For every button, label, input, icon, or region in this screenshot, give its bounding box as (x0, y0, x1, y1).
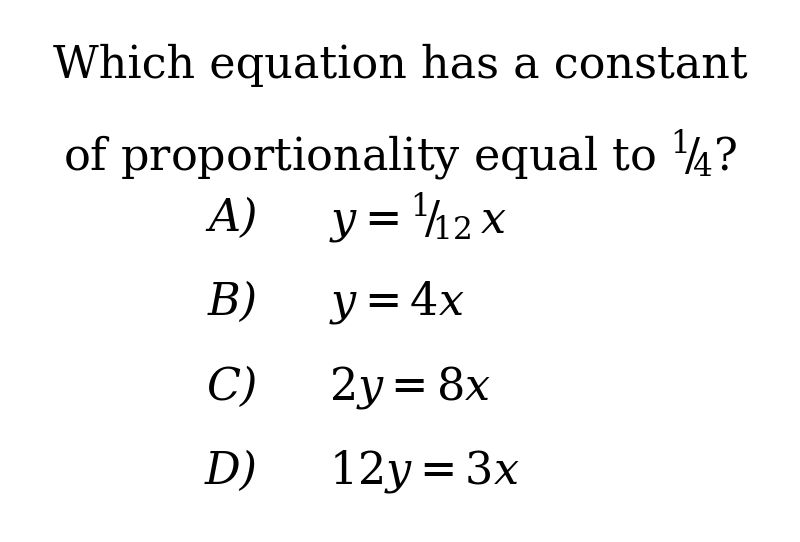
Text: A): A) (208, 197, 258, 240)
Text: C): C) (206, 366, 258, 409)
Text: D): D) (205, 450, 258, 493)
Text: of proportionality equal to $\mathdefault{^1\!/\!_4}$?: of proportionality equal to $\mathdefaul… (62, 128, 738, 182)
Text: B): B) (207, 281, 258, 324)
Text: $y = \mathdefault{^1\!/\!_{12}}\,x$: $y = \mathdefault{^1\!/\!_{12}}\,x$ (329, 191, 506, 245)
Text: $12y = 3x$: $12y = 3x$ (329, 448, 519, 495)
Text: $2y = 8x$: $2y = 8x$ (329, 364, 491, 411)
Text: Which equation has a constant: Which equation has a constant (53, 44, 747, 87)
Text: $y = 4x$: $y = 4x$ (329, 279, 465, 326)
